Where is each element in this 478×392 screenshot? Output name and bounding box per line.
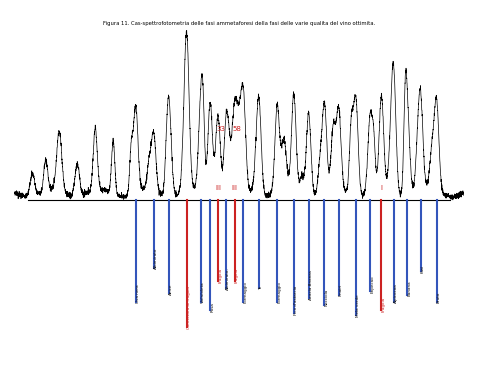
Text: F.nuiri: F.nuiri — [339, 284, 343, 296]
Text: Nocciola: Nocciola — [325, 289, 328, 307]
Text: Acacia Ananas: Acacia Ananas — [309, 270, 313, 300]
Text: Fragola: Fragola — [235, 268, 239, 283]
Text: Anice: Anice — [169, 283, 174, 295]
Text: Fico d'astarcio: Fico d'astarcio — [294, 286, 298, 315]
Text: Figura 11. Cas-spettrofotometria delle fasi ammetaforesi della fasi delle varie : Figura 11. Cas-spettrofotometria delle f… — [103, 21, 375, 26]
Text: 33: 33 — [217, 126, 226, 132]
Text: III: III — [215, 185, 221, 191]
Text: Banana: Banana — [407, 281, 412, 296]
Text: III: III — [231, 185, 238, 191]
Text: Fragola: Fragola — [381, 296, 385, 312]
Text: I: I — [380, 185, 382, 191]
Text: Enpecao: Enpecao — [370, 275, 374, 293]
Text: Mela verde: Mela verde — [356, 294, 360, 317]
Text: Albimirato: Albimirato — [153, 248, 158, 269]
Text: Confettura di fragola: Confettura di fragola — [187, 286, 191, 328]
Text: Formaggio: Formaggio — [277, 281, 281, 303]
Text: Alpicocoa: Alpicocoa — [394, 283, 398, 303]
Text: Kiwi: Kiwi — [421, 264, 425, 272]
Text: Fragola: Fragola — [218, 268, 222, 283]
Text: Formaggio: Formaggio — [243, 281, 248, 303]
Text: Te: Te — [259, 285, 263, 290]
Text: Bruto: Bruto — [437, 292, 441, 303]
Text: Uva nera: Uva nera — [136, 285, 140, 303]
Text: 58: 58 — [232, 126, 241, 132]
Text: Viola/oleta: Viola/oleta — [201, 281, 205, 303]
Text: Rosa: Rosa — [210, 302, 214, 312]
Text: Albimirato-: Albimirato- — [227, 267, 230, 290]
